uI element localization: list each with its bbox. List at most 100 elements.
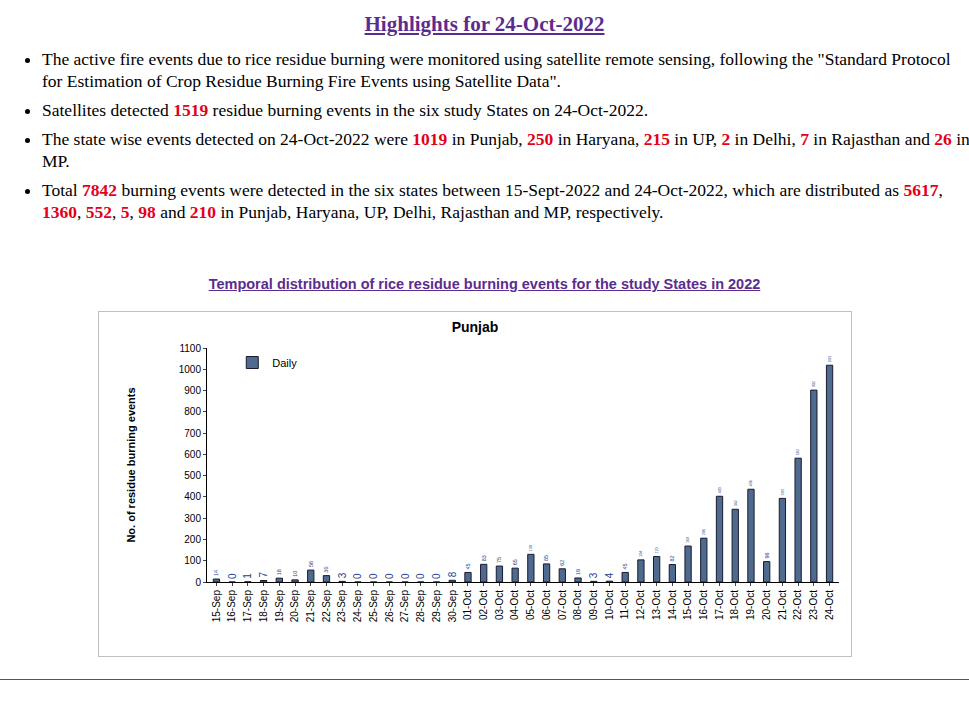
svg-text:200: 200 <box>184 534 201 545</box>
svg-text:10: 10 <box>292 571 298 577</box>
html-text:Total 7842 burning events were: Total 7842 burning events were detected … <box>42 180 943 200</box>
svg-text:342: 342 <box>734 500 738 506</box>
svg-text:300: 300 <box>184 513 201 524</box>
svg-text:0: 0 <box>415 573 426 579</box>
svg-text:1000: 1000 <box>179 364 202 375</box>
svg-text:582: 582 <box>796 449 800 455</box>
html-text:Highlights for 24-Oct-2022: Highlights for 24-Oct-2022 <box>364 12 605 36</box>
svg-text:23-Sep: 23-Sep <box>336 590 347 623</box>
svg-text:120: 120 <box>655 547 659 553</box>
svg-text:600: 600 <box>184 449 201 460</box>
svg-text:30-Sep: 30-Sep <box>447 590 458 623</box>
svg-text:28-Sep: 28-Sep <box>415 590 426 623</box>
svg-text:0: 0 <box>400 573 411 579</box>
svg-text:62: 62 <box>559 560 565 566</box>
svg-text:06-Oct: 06-Oct <box>541 590 552 620</box>
html-text:The state wise events detected: The state wise events detected on 24-Oct… <box>42 129 969 171</box>
svg-text:15-Oct: 15-Oct <box>682 590 693 620</box>
svg-text:45: 45 <box>622 563 628 569</box>
svg-text:85: 85 <box>543 555 549 561</box>
svg-text:No. of residue burning events: No. of residue burning events <box>125 387 137 542</box>
svg-text:0: 0 <box>227 573 238 579</box>
svg-text:1100: 1100 <box>179 343 201 354</box>
svg-text:82: 82 <box>669 556 675 562</box>
svg-text:500: 500 <box>184 470 201 481</box>
svg-text:0: 0 <box>368 573 379 579</box>
svg-text:130: 130 <box>529 545 533 551</box>
svg-text:0: 0 <box>431 573 442 579</box>
svg-text:700: 700 <box>184 428 201 439</box>
svg-text:18: 18 <box>276 569 282 575</box>
svg-text:0: 0 <box>195 577 201 588</box>
svg-text:25-Sep: 25-Sep <box>368 590 379 623</box>
svg-text:09-Oct: 09-Oct <box>588 590 599 620</box>
svg-text:05-Oct: 05-Oct <box>525 590 536 620</box>
svg-text:15-Sep: 15-Sep <box>211 590 222 623</box>
svg-text:30: 30 <box>323 567 329 573</box>
svg-text:08-Oct: 08-Oct <box>572 590 583 620</box>
svg-text:01-Oct: 01-Oct <box>462 590 473 620</box>
svg-text:7: 7 <box>258 572 269 578</box>
svg-text:27-Sep: 27-Sep <box>399 590 410 623</box>
svg-text:18-Sep: 18-Sep <box>258 590 269 623</box>
svg-text:19: 19 <box>575 569 581 575</box>
svg-text:22-Sep: 22-Sep <box>321 590 332 623</box>
svg-text:21-Sep: 21-Sep <box>305 590 316 623</box>
svg-text:Daily: Daily <box>272 357 297 369</box>
svg-text:45: 45 <box>465 563 471 569</box>
svg-text:17-Sep: 17-Sep <box>242 590 253 623</box>
svg-text:11-Oct: 11-Oct <box>619 590 630 619</box>
svg-text:18-Oct: 18-Oct <box>729 590 740 620</box>
html-text:The active fire events due to: The active fire events due to rice resid… <box>42 49 951 91</box>
svg-text:403: 403 <box>718 487 722 493</box>
svg-text:393: 393 <box>781 489 785 495</box>
svg-text:436: 436 <box>749 480 753 486</box>
svg-text:19-Oct: 19-Oct <box>745 590 756 620</box>
svg-text:02-Oct: 02-Oct <box>478 590 489 620</box>
svg-text:3: 3 <box>588 572 599 578</box>
svg-text:24-Sep: 24-Sep <box>352 590 363 623</box>
svg-text:400: 400 <box>184 491 201 502</box>
svg-text:17-Oct: 17-Oct <box>714 590 725 620</box>
svg-text:23-Oct: 23-Oct <box>808 590 819 620</box>
svg-text:07-Oct: 07-Oct <box>557 590 568 620</box>
svg-text:4: 4 <box>604 572 615 578</box>
svg-text:83: 83 <box>481 555 487 561</box>
svg-text:19-Sep: 19-Sep <box>274 590 285 623</box>
html-text:Satellites detected 1519 resid: Satellites detected 1519 residue burning… <box>42 100 649 120</box>
svg-text:75: 75 <box>496 557 502 563</box>
svg-text:20-Oct: 20-Oct <box>761 590 772 620</box>
svg-text:16-Sep: 16-Sep <box>226 590 237 623</box>
svg-text:1019: 1019 <box>828 356 832 363</box>
svg-text:56: 56 <box>308 561 314 567</box>
svg-text:100: 100 <box>184 555 201 566</box>
svg-text:14-Oct: 14-Oct <box>667 590 678 620</box>
svg-text:16-Oct: 16-Oct <box>698 590 709 620</box>
svg-text:900: 900 <box>184 385 201 396</box>
svg-text:65: 65 <box>512 559 518 565</box>
svg-text:12-Oct: 12-Oct <box>635 590 646 620</box>
svg-text:22-Oct: 22-Oct <box>792 590 803 620</box>
svg-text:10-Oct: 10-Oct <box>604 590 615 620</box>
svg-text:206: 206 <box>702 529 706 535</box>
svg-text:902: 902 <box>812 381 816 387</box>
svg-text:0: 0 <box>384 573 395 579</box>
svg-text:13-Oct: 13-Oct <box>651 590 662 620</box>
svg-text:29-Sep: 29-Sep <box>431 590 442 623</box>
svg-text:03-Oct: 03-Oct <box>494 590 505 620</box>
svg-text:Punjab: Punjab <box>452 319 499 335</box>
svg-text:20-Sep: 20-Sep <box>289 590 300 623</box>
svg-text:0: 0 <box>352 573 363 579</box>
svg-text:04-Oct: 04-Oct <box>509 590 520 620</box>
svg-text:104: 104 <box>639 551 643 557</box>
svg-text:96: 96 <box>764 553 770 559</box>
svg-text:800: 800 <box>184 406 201 417</box>
svg-text:21-Oct: 21-Oct <box>777 590 788 620</box>
svg-text:169: 169 <box>686 537 690 543</box>
svg-text:24-Oct: 24-Oct <box>824 590 835 620</box>
svg-text:14: 14 <box>213 570 219 576</box>
svg-text:1: 1 <box>242 573 253 579</box>
svg-text:3: 3 <box>337 572 348 578</box>
svg-text:26-Sep: 26-Sep <box>384 590 395 623</box>
svg-text:8: 8 <box>447 571 458 577</box>
